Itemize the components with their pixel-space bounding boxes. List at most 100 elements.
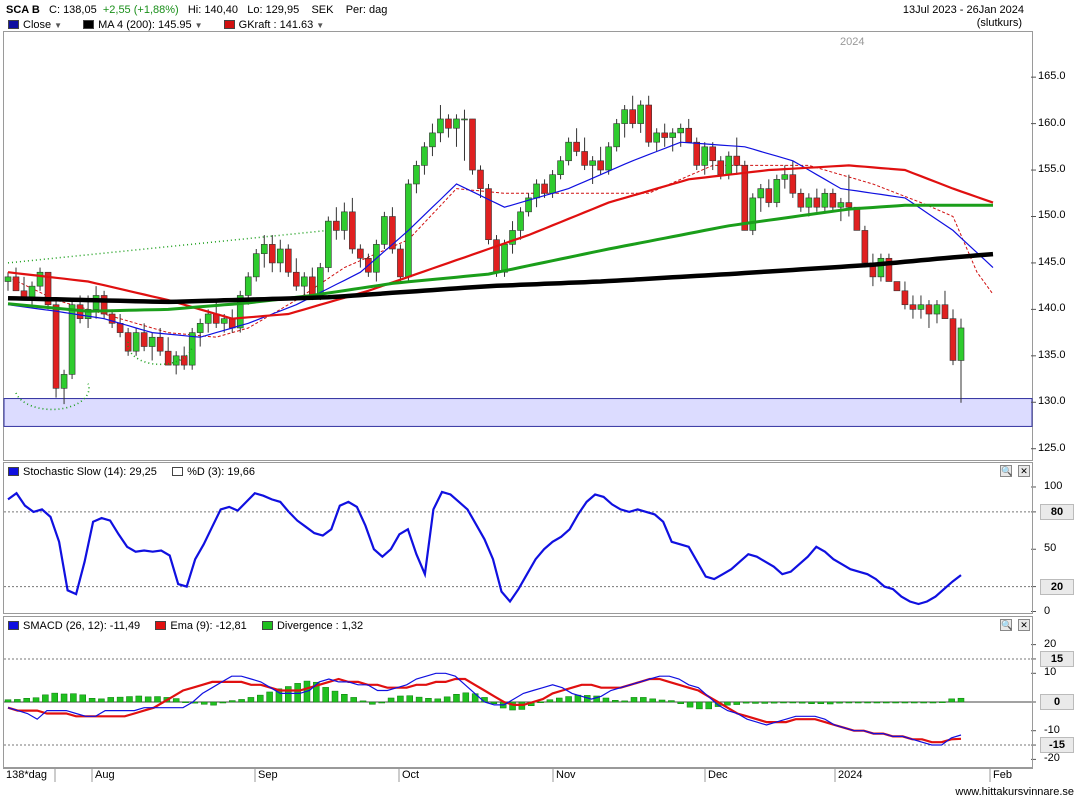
- gkraft-line: [7, 164, 994, 338]
- candle: [461, 118, 468, 121]
- divergence-bar: [668, 700, 675, 703]
- divergence-bar: [686, 701, 694, 708]
- price-tick-label: 125.0: [1038, 441, 1066, 454]
- lo-label: Lo:: [247, 4, 263, 16]
- candle: [629, 109, 636, 124]
- candle: [236, 295, 244, 329]
- candle: [140, 332, 148, 347]
- x-month-label: Feb: [993, 769, 1012, 781]
- zoom-icon[interactable]: 🔍: [1000, 619, 1013, 631]
- candle: [853, 206, 861, 231]
- candle: [549, 174, 556, 194]
- divergence-bar: [238, 699, 245, 703]
- divergence-bar: [369, 701, 376, 705]
- legend-close[interactable]: Close ▼: [2, 17, 62, 34]
- stochastic-tick-label: 100: [1044, 479, 1063, 492]
- divergence-bar: [509, 701, 516, 711]
- candle: [525, 197, 532, 213]
- divergence-bar: [677, 701, 684, 704]
- change-value: +2,55 (+1,88%): [102, 4, 179, 16]
- divergence-bar: [939, 701, 946, 703]
- chevron-down-icon: ▼: [194, 21, 203, 30]
- candle: [637, 104, 644, 124]
- close-icon[interactable]: ✕: [1018, 619, 1030, 631]
- candle: [701, 146, 709, 166]
- x-month-label: Aug: [95, 769, 115, 781]
- candle: [661, 132, 668, 138]
- divergence-bar: [537, 701, 544, 703]
- macd-tick-label: -15: [1040, 737, 1074, 754]
- divergence-bar: [780, 701, 787, 704]
- candle: [116, 323, 124, 333]
- candle: [220, 318, 228, 324]
- candle: [861, 230, 869, 264]
- divergence-bar: [911, 701, 918, 704]
- divergence-bar: [789, 701, 797, 704]
- candle: [244, 276, 252, 296]
- candle: [725, 155, 733, 175]
- stochastic-panel[interactable]: [3, 462, 1033, 614]
- divergence-bar: [126, 696, 133, 703]
- candle: [268, 244, 276, 264]
- lo-value: 129,95: [265, 4, 300, 16]
- candle: [172, 355, 180, 366]
- ma-blue-line: [7, 141, 994, 338]
- candle: [60, 374, 68, 389]
- divergence-bar: [14, 699, 21, 703]
- divergence-bar: [705, 701, 712, 710]
- divergence-bar: [60, 693, 68, 703]
- chevron-down-icon: ▼: [316, 21, 325, 30]
- divergence-bar: [826, 701, 834, 705]
- candle: [581, 151, 588, 166]
- divergence-bar: [172, 698, 180, 703]
- price-tick-label: 140.0: [1038, 302, 1066, 315]
- divergence-bar: [453, 694, 460, 703]
- candle: [252, 253, 260, 278]
- zoom-icon[interactable]: 🔍: [1000, 465, 1013, 477]
- candle: [773, 179, 781, 203]
- candle: [180, 355, 188, 366]
- divergence-bar: [836, 701, 843, 704]
- x-month-label: Oct: [402, 769, 420, 781]
- candle: [597, 160, 604, 171]
- divergence-bar: [901, 701, 909, 704]
- candle: [501, 244, 508, 273]
- candle: [685, 127, 693, 143]
- ema-line: [7, 677, 962, 744]
- trendline-dotted: [7, 229, 329, 264]
- close-value: 138,05: [63, 4, 97, 16]
- divergence-bar: [854, 701, 862, 704]
- candle: [645, 104, 652, 143]
- divergence-bar: [883, 701, 890, 704]
- candle: [541, 183, 548, 194]
- legend-gkraft[interactable]: GKraft : 141.63 ▼: [218, 17, 325, 34]
- candle: [757, 188, 765, 199]
- candle: [901, 290, 909, 306]
- legend-ma[interactable]: MA 4 (200): 145.95 ▼: [77, 17, 203, 34]
- divergence-bar: [612, 700, 619, 703]
- candle: [44, 271, 52, 306]
- candle: [228, 318, 236, 329]
- macd-panel[interactable]: [3, 616, 1033, 768]
- candle: [421, 146, 428, 166]
- divergence-bar: [415, 696, 423, 703]
- candle: [845, 202, 853, 208]
- divergence-bar: [107, 697, 115, 703]
- candle: [941, 304, 949, 319]
- close-icon[interactable]: ✕: [1018, 465, 1030, 477]
- divergence-bar: [873, 701, 881, 704]
- price-tick-label: 160.0: [1038, 116, 1066, 129]
- candle: [565, 141, 572, 162]
- divergence-bar: [845, 701, 853, 704]
- stochastic-tick-label: 20: [1040, 578, 1074, 595]
- candle: [389, 216, 396, 250]
- candle: [108, 313, 116, 324]
- macd-tick-label: 15: [1040, 650, 1074, 667]
- candle: [925, 304, 933, 315]
- divergence-bar: [247, 697, 255, 703]
- price-panel[interactable]: [3, 31, 1033, 461]
- candle: [797, 192, 805, 208]
- divergence-bar: [555, 697, 563, 703]
- divergence-bar: [228, 700, 236, 703]
- candle: [669, 132, 676, 138]
